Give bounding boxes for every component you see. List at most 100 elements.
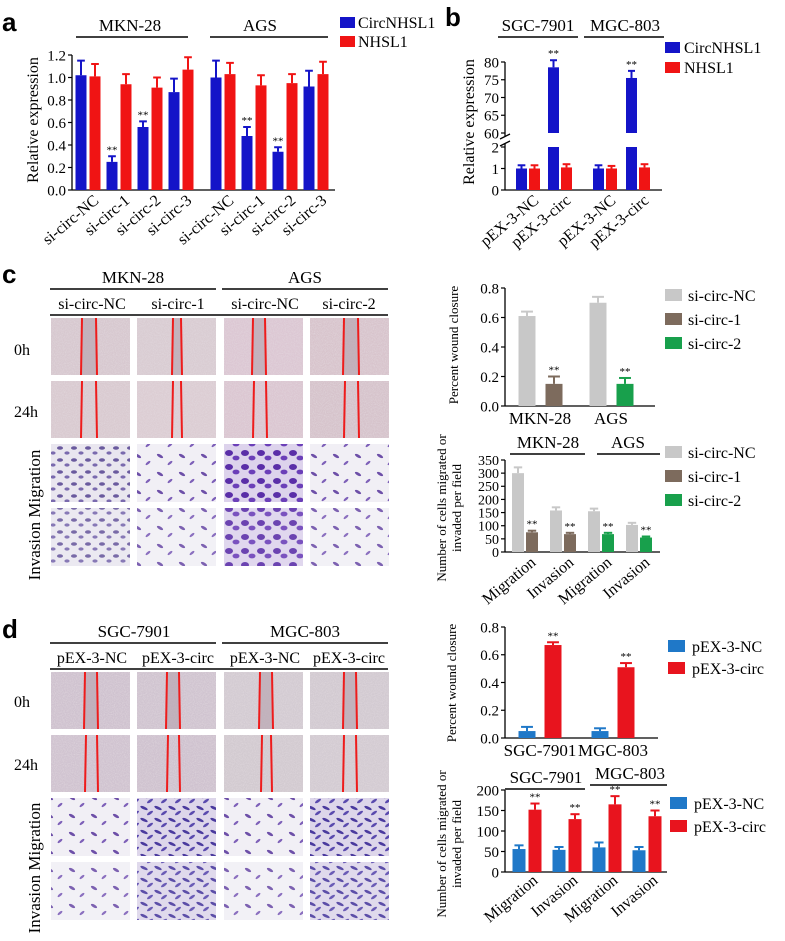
d-mig-xtick-label: Migration — [481, 872, 541, 926]
d-mig-nc-bar — [592, 847, 606, 872]
c-wound-ytick-label: 0.4 — [480, 340, 499, 356]
d-mig-group-sgc: SGC-7901 — [510, 768, 583, 787]
c-wound-ytick-label: 0.0 — [480, 399, 499, 415]
a-circ-bar — [303, 86, 315, 190]
c-mig-nc-bar — [512, 473, 524, 552]
d-mig-legend-nc: pEX-3-NC — [694, 796, 764, 813]
panel-b-label: b — [445, 2, 461, 32]
c-wound-edge-line — [357, 317, 360, 376]
b-low-ytick-label: 2 — [492, 140, 500, 156]
c-mig-treat-bar — [526, 532, 538, 552]
b-low-ytick-label: 1 — [492, 162, 500, 178]
d-wound-gap-0h — [85, 672, 97, 729]
a-ytick-label: 0.8 — [47, 93, 66, 109]
d-mig-circ-bar — [608, 804, 622, 872]
c-col-4: si-circ-2 — [322, 296, 375, 313]
a-circ-bar — [241, 136, 253, 190]
chart-b: 0126065707580****pEX-3-NCpEX-3-circpEX-3… — [478, 48, 662, 251]
d-image-24h-texture — [51, 735, 130, 792]
d-wound-gap-0h — [167, 672, 179, 729]
d-mig-circ-sig-label: ** — [530, 792, 541, 804]
b-high-ytick-label: 80 — [484, 55, 499, 71]
panel-c-label: c — [2, 259, 16, 289]
d-wound-edge-line — [165, 671, 168, 730]
c-mig-ytick-label: 250 — [478, 480, 499, 495]
c-wound-edge-line — [80, 380, 83, 439]
c-wound-xtick-label: MKN-28 — [509, 409, 571, 428]
b-axis-break-mark — [499, 133, 511, 140]
c-image-24h-texture — [310, 381, 389, 438]
b-high-ytick-label: 75 — [484, 73, 499, 89]
a-ytick-label: 0.4 — [47, 138, 66, 154]
d-image-migration — [137, 798, 216, 856]
c-image-migration — [224, 444, 303, 502]
d-wound-edge-line — [84, 734, 87, 793]
c-wound-gap-0h — [173, 318, 181, 375]
c-col-2: si-circ-1 — [151, 296, 204, 313]
b-ylabel: Relative expression — [461, 59, 478, 185]
d-legend-swatch-nc — [668, 640, 685, 652]
d-mig-ytick-label: 50 — [484, 845, 499, 861]
c-row-invasion-migration: Invasion Migration — [25, 449, 44, 580]
d-wound-edge-line — [355, 734, 358, 793]
d-image-invasion — [310, 862, 389, 920]
d-mig-group-mgc: MGC-803 — [595, 764, 665, 783]
d-mig-circ-sig-label: ** — [650, 799, 661, 811]
c-mig-legend-swatch-1 — [665, 470, 682, 482]
b-circ-bar — [548, 147, 559, 190]
d-image-24h-texture — [310, 735, 389, 792]
d-image-migration — [310, 798, 389, 856]
c-legend-swatch-1 — [665, 313, 682, 325]
c-image-invasion — [51, 508, 130, 566]
c-group-ags: AGS — [288, 268, 322, 287]
d-wound-circ-sig-label: ** — [548, 630, 559, 642]
d-col-1: pEX-3-NC — [57, 650, 127, 667]
d-legend-nc: pEX-3-NC — [692, 639, 762, 656]
c-group-mkn28: MKN-28 — [102, 268, 164, 287]
c-wound-gap-0h — [344, 318, 358, 375]
d-wound-ytick-label: 0.2 — [480, 704, 499, 720]
c-wound-edge-line — [180, 317, 183, 376]
b-circ-bar — [626, 147, 637, 190]
d-image-invasion — [224, 862, 303, 920]
a-group-ags: AGS — [243, 16, 277, 35]
d-mig-legend-swatch-circ — [670, 820, 687, 832]
a-ytick-label: 1.0 — [47, 71, 66, 87]
c-mig-treat-sig-label: ** — [527, 519, 538, 531]
c-image-invasion — [224, 508, 303, 566]
c-image-24h-texture — [224, 381, 303, 438]
d-mig-ylabel-2: invaded per field — [449, 799, 464, 888]
c-legend-swatch-nc — [665, 289, 682, 301]
c-mig-legend-swatch-nc — [665, 446, 682, 458]
c-mig-ytick-label: 200 — [478, 493, 499, 508]
d-wound-edge-line — [342, 671, 345, 730]
c-wound-edge-line — [252, 380, 255, 439]
c-mig-ytick-label: 100 — [478, 520, 499, 535]
c-legend-swatch-2 — [665, 337, 682, 349]
d-wound-edge-line — [178, 671, 181, 730]
d-wound-edge-line — [355, 671, 358, 730]
d-wound-edge-line — [258, 671, 261, 730]
a-circ-bar — [106, 161, 118, 190]
c-mig-treat-sig-label: ** — [565, 521, 576, 533]
c-row-24h: 24h — [14, 404, 38, 421]
c-mig-legend-swatch-2 — [665, 494, 682, 506]
c-mig-xtick-label: Migration — [479, 554, 539, 608]
a-ytick-label: 0.6 — [47, 116, 66, 132]
d-wound-edge-line — [260, 734, 263, 793]
d-mig-ytick-label: 150 — [477, 804, 500, 820]
c-wound-2-bar — [616, 383, 634, 406]
c-mig-nc-bar — [588, 511, 600, 552]
d-mig-nc-bar — [552, 849, 566, 872]
d-mig-ytick-label: 100 — [477, 824, 500, 840]
d-image-24h-texture — [224, 735, 303, 792]
d-wound-edge-line — [271, 671, 274, 730]
b-legend-nhsl1: NHSL1 — [684, 60, 734, 77]
d-col-3: pEX-3-NC — [230, 650, 300, 667]
a-circ-sig-label: ** — [138, 109, 149, 121]
b-circ-bar-upper — [626, 77, 637, 133]
c-row-0h: 0h — [14, 342, 30, 359]
c-wound-ytick-label: 0.2 — [480, 370, 499, 386]
c-wound-2-sig-label: ** — [620, 366, 631, 378]
